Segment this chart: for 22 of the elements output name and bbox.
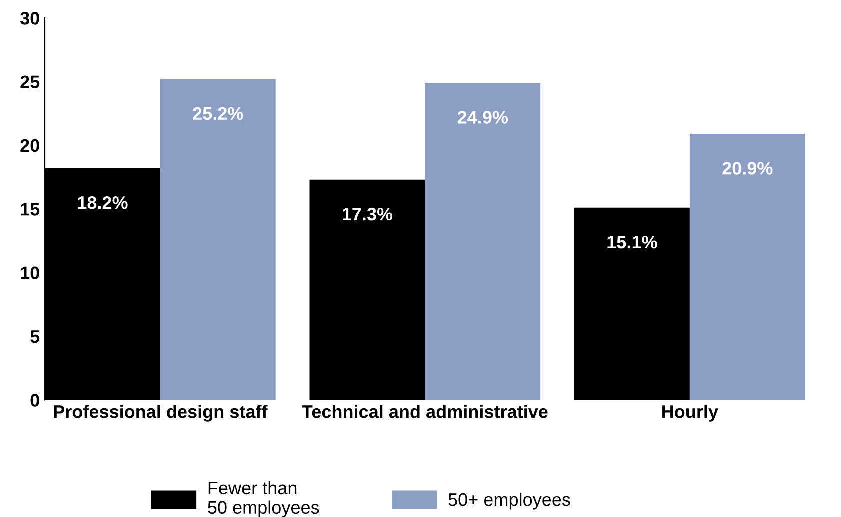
x-tick-label: Professional design staff (54, 405, 268, 422)
data-label: 24.9% (458, 111, 508, 124)
y-tick-label: 5 (30, 330, 40, 344)
x-tick-label: Hourly (662, 405, 718, 422)
x-tick-label: Technical and administrative (302, 405, 548, 418)
y-tick-label: 15 (21, 203, 40, 216)
data-label: 15.1% (608, 236, 658, 249)
y-tick-label: 10 (21, 266, 40, 280)
legend-label: 50+ employees (448, 492, 570, 510)
bar (690, 134, 806, 400)
bar (160, 79, 276, 400)
y-tick-label: 0 (30, 394, 40, 407)
bar (574, 208, 690, 400)
bar (310, 180, 426, 400)
data-label: 25.2% (193, 107, 244, 120)
y-tick-label: 20 (20, 139, 40, 152)
bar (425, 83, 541, 400)
data-label: 17.3% (343, 208, 393, 221)
data-label: 18.2% (78, 196, 128, 210)
y-tick-label: 30 (20, 12, 40, 25)
y-tick-label: 25 (20, 76, 40, 88)
data-label: 20.9% (722, 162, 773, 175)
